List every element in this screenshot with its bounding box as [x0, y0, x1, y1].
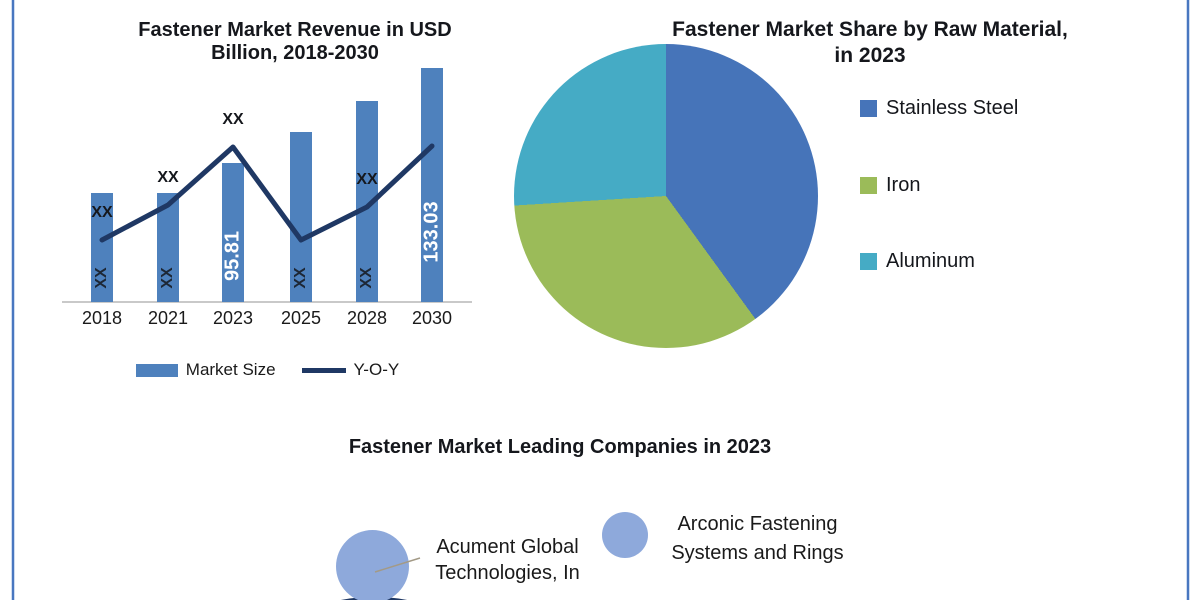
bar-2025: [290, 132, 312, 302]
pie-legend-item-aluminum: Aluminum: [860, 250, 975, 273]
line-point-label: XX: [356, 171, 378, 188]
pie-legend-label: Stainless Steel: [886, 97, 1019, 119]
x-tick-2023: 2023: [212, 308, 254, 328]
bar-2021: [157, 193, 179, 302]
revenue-chart-title-line1: Fastener Market Revenue in USD: [138, 18, 452, 41]
revenue-chart-title: Fastener Market Revenue in USD Billion, 2…: [75, 19, 515, 65]
bar-2023: [222, 163, 244, 302]
bar-label-2018: XX: [93, 267, 110, 289]
pie-legend-swatch: [860, 177, 877, 194]
pie-chart-title: Fastener Market Share by Raw Material, in…: [560, 17, 1180, 69]
companies-chart-title: Fastener Market Leading Companies in 202…: [348, 435, 772, 458]
bubble-acument: [336, 530, 409, 600]
yoy-line-series: [99, 143, 435, 243]
legend-item-yoy: Y-O-Y: [301, 360, 400, 380]
pie-chart-title-line1: Fastener Market Share by Raw Material,: [672, 18, 1068, 42]
yoy-swatch: [301, 367, 346, 373]
page-border-right: [1187, 0, 1189, 600]
page-border-left: [12, 0, 14, 600]
bar-label-2023: 95.81: [221, 230, 244, 282]
pie-legend-label: Aluminum: [886, 250, 975, 272]
legend-label-yoy: Y-O-Y: [353, 360, 400, 379]
line-point-label: XX: [157, 169, 179, 186]
line-point-label: XX: [91, 204, 113, 221]
bar-label-2021: XX: [159, 267, 176, 289]
pie-legend-label: Iron: [886, 174, 921, 196]
bar-label-2025: XX: [292, 267, 309, 289]
legend-label-market-size: Market Size: [185, 360, 276, 379]
bar-2018: [91, 193, 113, 302]
bar-2028: [356, 101, 378, 302]
label-acument: Acument Global Technologies, In: [435, 536, 580, 584]
x-tick-2021: 2021: [147, 308, 189, 328]
bar-label-2028: XX: [358, 267, 375, 289]
pie-legend-swatch: [860, 100, 877, 117]
revenue-chart-legend: Market Size Y-O-Y: [55, 360, 480, 380]
bar-label-2030: 133.03: [420, 201, 443, 263]
pie-chart-title-line2: in 2023: [834, 44, 906, 68]
pie: [514, 44, 818, 348]
pie-legend-swatch: [860, 253, 877, 270]
x-tick-2025: 2025: [280, 308, 322, 328]
x-tick-2018: 2018: [81, 308, 123, 328]
line-point-label: XX: [222, 111, 244, 128]
revenue-chart-x-axis: [62, 301, 472, 303]
pie-legend-item-stainless-steel: Stainless Steel: [860, 97, 1018, 120]
x-tick-2028: 2028: [346, 308, 388, 328]
market-size-swatch: [135, 363, 178, 377]
x-tick-2030: 2030: [411, 308, 453, 328]
bar-2030: [421, 68, 443, 302]
pie-legend-item-iron: Iron: [860, 174, 920, 197]
legend-item-market-size: Market Size: [135, 360, 276, 380]
revenue-chart-title-line2: Billion, 2018-2030: [211, 41, 379, 64]
label-arconic: Arconic Fastening Systems and Rings: [671, 513, 844, 564]
bubble-arconic: [602, 512, 648, 558]
